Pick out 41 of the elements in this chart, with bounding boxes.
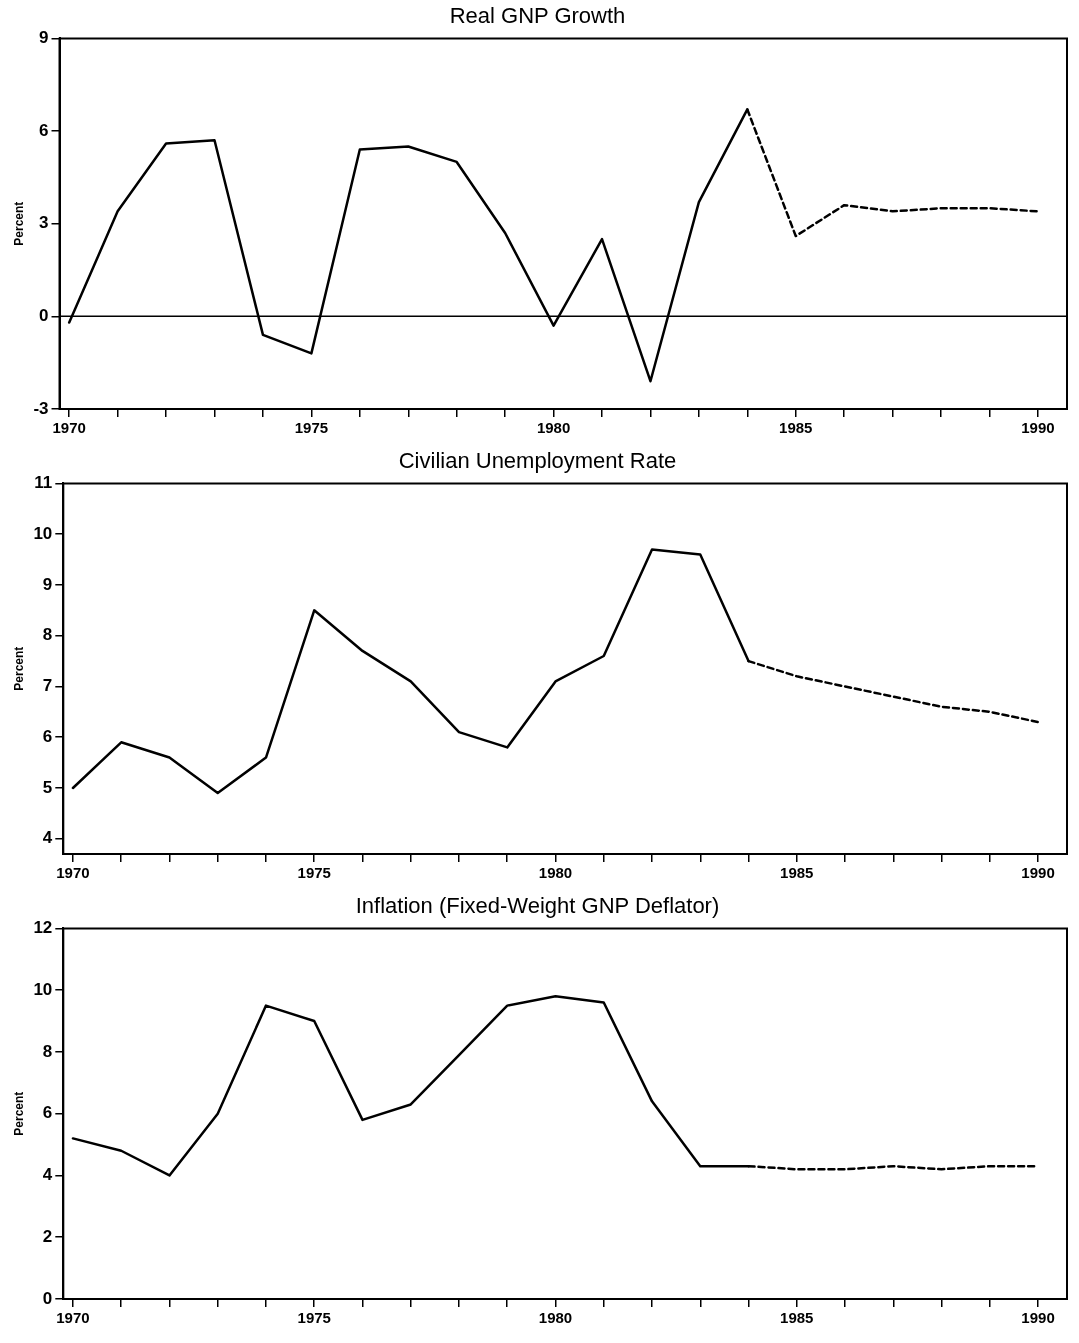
y-tick-label: 8 [42, 625, 53, 645]
y-tick-label: 5 [42, 777, 53, 797]
x-tick-label: 1980 [536, 419, 571, 437]
x-tick-label: 1985 [780, 864, 814, 882]
y-axis-title: Percent [11, 1091, 26, 1136]
y-tick-label: 2 [42, 1226, 53, 1246]
y-axis-title: Percent [11, 646, 26, 691]
y-tick-label: 12 [33, 918, 53, 938]
x-tick-label: 1990 [1021, 1309, 1055, 1327]
x-tick-label: 1980 [538, 1309, 573, 1327]
y-tick-label: 9 [42, 574, 53, 594]
chart-title: Inflation (Fixed-Weight GNP Deflator) [355, 893, 720, 919]
y-tick-label: 7 [42, 676, 53, 696]
y-tick-label: 0 [42, 1288, 53, 1308]
y-tick-label: 6 [39, 120, 49, 140]
y-tick-label: 6 [42, 726, 53, 746]
x-tick-label: 1985 [780, 1309, 814, 1327]
x-tick-label: 1970 [56, 1309, 90, 1327]
y-tick-label: 9 [39, 28, 49, 48]
y-tick-label: 6 [42, 1103, 53, 1123]
x-tick-label: 1980 [538, 864, 573, 882]
x-tick-label: 1985 [779, 419, 813, 437]
y-tick-label: 4 [42, 828, 53, 848]
y-tick-label: 4 [42, 1165, 53, 1185]
y-tick-label: -3 [33, 398, 49, 418]
x-tick-label: 1990 [1021, 864, 1055, 882]
y-tick-label: 3 [39, 213, 49, 233]
x-tick-label: 1990 [1021, 419, 1055, 437]
x-tick-label: 1970 [56, 864, 90, 882]
y-tick-label: 11 [34, 473, 53, 493]
y-tick-label: 10 [33, 523, 53, 543]
y-tick-label: 8 [42, 1041, 53, 1061]
x-tick-label: 1975 [297, 864, 331, 882]
y-axis-title: Percent [11, 201, 26, 246]
x-tick-label: 1975 [294, 419, 329, 437]
x-tick-label: 1970 [52, 419, 86, 437]
x-tick-label: 1975 [297, 1309, 331, 1327]
y-tick-label: 10 [33, 979, 53, 999]
y-tick-label: 0 [39, 306, 49, 326]
chart-title: Civilian Unemployment Rate [398, 448, 677, 474]
chart-title: Real GNP Growth [449, 3, 626, 29]
